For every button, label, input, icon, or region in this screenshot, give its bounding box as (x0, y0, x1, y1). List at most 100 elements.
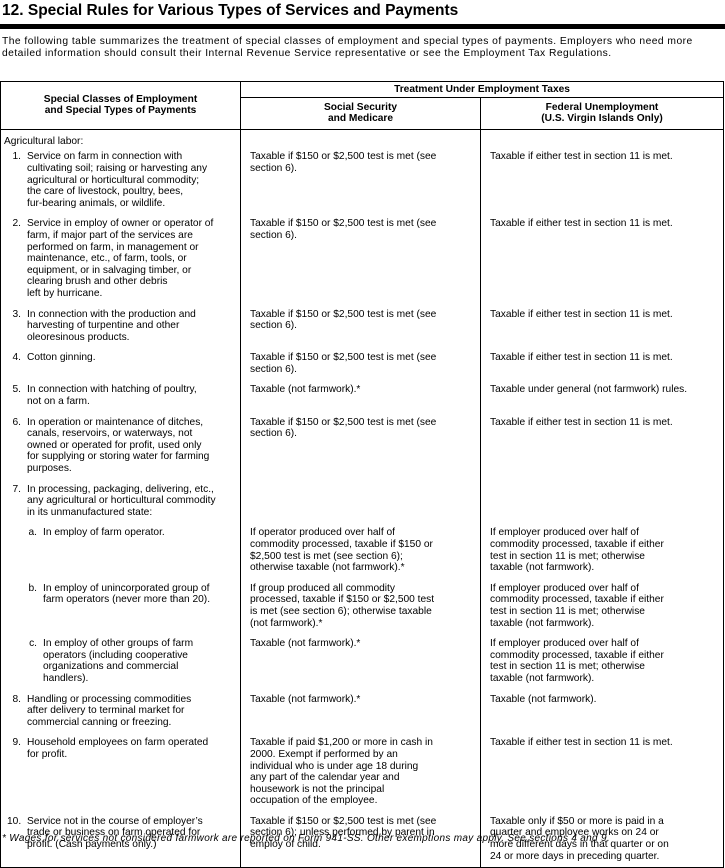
header-line: (U.S. Virgin Islands Only) (541, 113, 663, 125)
text-line: Taxable (not farmwork).* (250, 693, 361, 705)
text-line: 24 or more days in preceding quarter. (490, 850, 660, 862)
text-line: canals, reservoirs, or waterways, not (27, 428, 193, 440)
text-line: $2,500 test is met (see section 6); (250, 550, 403, 562)
federal-unemployment-cell: Taxable if either test in section 11 is … (479, 348, 725, 381)
item-number: 6. (12, 416, 22, 428)
text-line: 2000. Exempt if performed by an (250, 748, 398, 760)
text-line: If employer produced over half of (490, 527, 639, 539)
classification-cell: 9. Household employees on farm operated fo… (0, 733, 241, 812)
social-security-cell: Taxable if $150 or $2,500 test is met (s… (240, 214, 481, 305)
classification-cell: 3. In connection with the production and h… (0, 304, 241, 349)
classification: 8. Handling or processing commodities afte… (1, 690, 240, 734)
text-line: Taxable if $150 or $2,500 test is met (s… (250, 308, 437, 320)
text-line: in its unmanufactured state: (27, 506, 153, 518)
text-line: (not farmwork).* (250, 617, 323, 629)
classification: 9. Household employees on farm operated fo… (1, 733, 240, 765)
text-line: fur-bearing animals, or wildlife. (27, 197, 166, 209)
footnote: * Wages for services not considered farm… (2, 833, 610, 844)
item-number: b. (28, 582, 38, 594)
text-line: any agricultural or horticultural commod… (27, 495, 216, 507)
text-line: handlers). (43, 672, 89, 684)
classification-cell: 2. Service in employ of owner or operator… (0, 214, 241, 305)
classification: a. In employ of farm operator. (1, 523, 240, 544)
text-line: Taxable if $150 or $2,500 test is met (s… (250, 352, 437, 364)
text-line: If operator produced over half of (250, 527, 395, 539)
classification-text: In connection with hatching of poultry, n… (27, 384, 197, 407)
text-line: clearing brush and other debris (27, 276, 168, 288)
text-line: test in section 11 is met; otherwise (490, 661, 645, 673)
text-line: performed on farm, in management or (27, 241, 199, 253)
text-line: section 6). (250, 229, 297, 241)
table-row: 10. Service not in the course of employer… (0, 811, 725, 868)
federal-unemployment-cell: If employer produced over half of commodi… (479, 634, 725, 690)
text-line: test in section 11 is met; otherwise (490, 605, 645, 617)
text-line: commercial canning or freezing. (27, 716, 172, 728)
classification-cell: 5. In connection with hatching of poultry… (0, 380, 241, 413)
table-row: 5. In connection with hatching of poultry… (0, 380, 725, 413)
text-line: Handling or processing commodities (27, 693, 192, 705)
table-row: 3. In connection with the production and h… (0, 304, 725, 349)
text-line: Cotton ginning. (27, 352, 96, 364)
classification: b. In employ of unincorporated group of fa… (1, 579, 240, 611)
table-row: 8. Handling or processing commodities afte… (0, 689, 725, 734)
label-line: Agricultural labor: (4, 135, 84, 147)
classification-text: Household employees on farm operated for … (27, 737, 208, 760)
federal-unemployment-cell: Taxable if either test in section 11 is … (479, 214, 725, 305)
text-line: for profit. (27, 748, 68, 760)
item-number: 2. (12, 218, 22, 230)
text-line: harvesting of turpentine and other (27, 320, 180, 332)
classification-cell: 7. In processing, packaging, delivering, … (0, 479, 241, 524)
text-line: owned or operated for profit, used only (27, 439, 202, 451)
text-line: In operation or maintenance of ditches, (27, 416, 204, 428)
text-line: section 6). (250, 428, 297, 440)
text-line: Taxable if $150 or $2,500 test is met (s… (250, 151, 437, 163)
text-line: employ of child. (250, 839, 321, 851)
text-line: housework is not the principal (250, 783, 385, 795)
text-line: profit. (Cash payments only.) (27, 839, 157, 851)
item-number: 7. (12, 483, 22, 495)
federal-unemployment-cell: Taxable if either test in section 11 is … (479, 733, 725, 812)
text-line: Service on farm in connection with (27, 151, 183, 163)
classification-cell: 4. Cotton ginning. (0, 348, 241, 381)
text-line: processed, taxable if $150 or $2,500 tes… (250, 594, 435, 606)
text-line: Taxable under general (not farmwork) rul… (490, 384, 688, 396)
text-line: oleoresinous products. (27, 331, 130, 343)
text-line: organizations and commercial (43, 661, 179, 673)
text-line: section 6). (250, 162, 297, 174)
table-row: 1. Service on farm in connection with cult… (0, 147, 725, 215)
item-number: 4. (12, 352, 22, 364)
classification-cell: 1. Service on farm in connection with cult… (0, 147, 241, 215)
header-line: and Medicare (327, 113, 394, 125)
classification-text: Handling or processing commodities after … (27, 694, 191, 729)
classification-text: In employ of farm operator. (43, 527, 165, 539)
text-line: is met (see section 6); otherwise taxabl… (250, 605, 432, 617)
text-line: Household employees on farm operated (27, 737, 209, 749)
text-line: In processing, packaging, delivering, et… (27, 483, 214, 495)
social-security-cell (240, 479, 481, 524)
text-line: section 6). (250, 320, 297, 332)
text-line: commodity processed, taxable if $150 or (250, 539, 433, 550)
classification: 2. Service in employ of owner or operator… (1, 214, 240, 304)
classification: 4. Cotton ginning. (1, 348, 240, 369)
text-line: operators (including cooperative (43, 649, 188, 661)
table-row: a. In employ of farm operator. If operator… (0, 523, 725, 579)
classification: 3. In connection with the production and h… (1, 305, 240, 349)
social-security-cell: Taxable if paid $1,200 or more in cash i… (240, 733, 481, 812)
table-row: c. In employ of other groups of farm opera… (0, 634, 725, 690)
classification-text: Service not in the course of employer’s t… (27, 816, 203, 851)
classification-text: In connection with the production and har… (27, 309, 196, 344)
text-line: Taxable only if $50 or more is paid in a (490, 815, 664, 827)
text-line: after delivery to terminal market for (27, 705, 185, 717)
item-number: 9. (12, 737, 22, 749)
classification-cell: c. In employ of other groups of farm opera… (0, 634, 241, 690)
classification-text: Service on farm in connection with cultiv… (27, 151, 207, 209)
text-line: If employer produced over half of (490, 638, 639, 650)
classification: 6. In operation or maintenance of ditches… (1, 413, 240, 480)
text-line: farm, if major part of the services are (27, 229, 193, 241)
federal-unemployment-cell: Taxable under general (not farmwork) rul… (479, 380, 725, 413)
classification-text: In operation or maintenance of ditches, c… (27, 417, 209, 475)
col3-header: Federal Unemployment (U.S. Virgin Island… (479, 96, 725, 130)
text-line: section 6). (250, 363, 297, 375)
text-line: equipment, or in salvaging timber, or (27, 264, 192, 276)
